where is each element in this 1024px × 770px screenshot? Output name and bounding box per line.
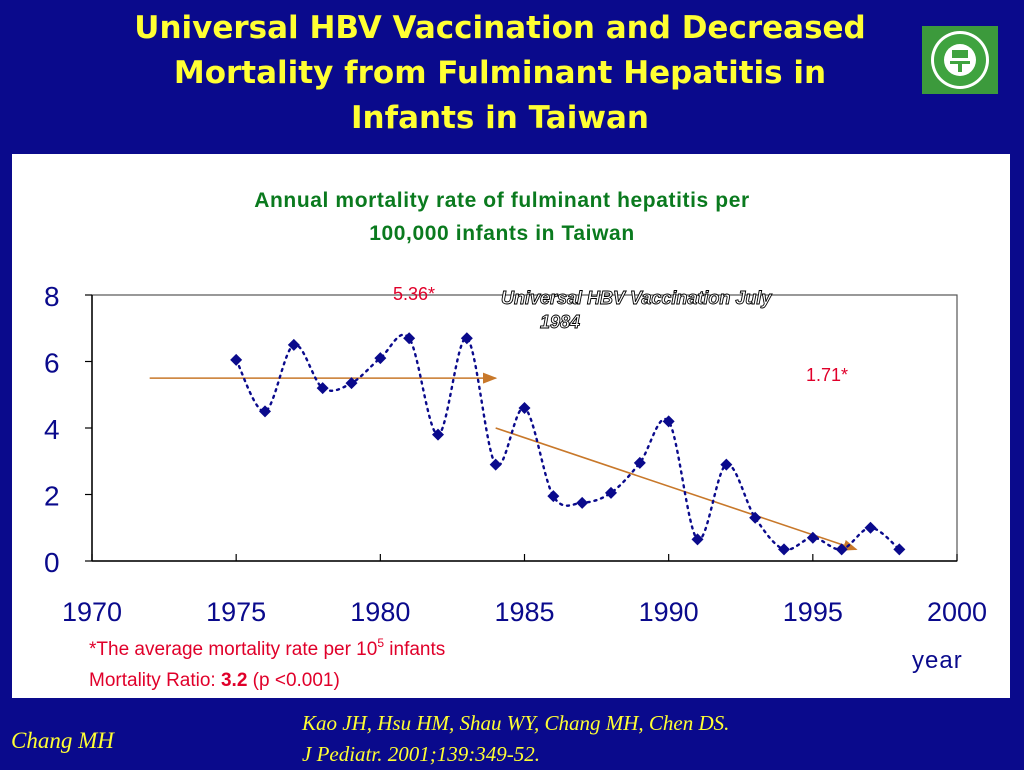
x-tick-label: 1975 bbox=[206, 597, 266, 627]
x-tick-label: 1980 bbox=[350, 597, 410, 627]
x-tick-label: 1985 bbox=[494, 597, 554, 627]
data-point bbox=[316, 382, 329, 395]
data-point bbox=[259, 405, 271, 418]
ratio-p: (p <0.001) bbox=[247, 670, 339, 691]
citation: Kao JH, Hsu HM, Shau WY, Chang MH, Chen … bbox=[302, 708, 729, 770]
ratio-label: Mortality Ratio: bbox=[89, 670, 221, 691]
data-point bbox=[374, 352, 387, 365]
data-point bbox=[287, 338, 300, 351]
chart: Annual mortality rate of fulminant hepat… bbox=[44, 189, 987, 691]
data-point bbox=[403, 332, 416, 345]
footnote-prefix: *The average mortality rate per 10 bbox=[89, 639, 377, 660]
series bbox=[230, 332, 906, 556]
data-point bbox=[806, 531, 819, 544]
y-ticks: 0 2 4 6 8 bbox=[44, 281, 92, 578]
vaccination-label-line-2: 1984 bbox=[540, 312, 580, 332]
data-point bbox=[518, 402, 531, 415]
university-seal-logo bbox=[922, 26, 998, 94]
ratio-value: 3.2 bbox=[221, 670, 247, 691]
y-tick-label: 4 bbox=[44, 414, 60, 445]
vaccination-label-line-1: Universal HBV Vaccination July bbox=[501, 288, 772, 308]
x-tick-label: 1990 bbox=[639, 597, 699, 627]
footnote-suffix: infants bbox=[384, 639, 445, 660]
data-point bbox=[720, 458, 733, 471]
trend-lines bbox=[149, 372, 858, 551]
data-point bbox=[835, 543, 848, 556]
data-point bbox=[547, 490, 560, 503]
title-line-3: Infants in Taiwan bbox=[351, 100, 649, 136]
data-point bbox=[489, 458, 502, 471]
y-tick-label: 0 bbox=[44, 547, 60, 578]
pre-vaccination-mean: 5.36* bbox=[393, 284, 435, 304]
data-point bbox=[778, 543, 790, 556]
data-point bbox=[432, 428, 444, 441]
post-vaccination-mean: 1.71* bbox=[806, 365, 848, 385]
series-line bbox=[234, 333, 901, 552]
x-axis-label: year bbox=[912, 647, 963, 674]
data-point bbox=[893, 543, 906, 556]
data-point bbox=[749, 511, 762, 524]
chart-panel: Annual mortality rate of fulminant hepat… bbox=[12, 154, 1010, 698]
y-tick-label: 2 bbox=[44, 481, 60, 512]
x-ticks: 1970 1975 1980 1985 1990 1995 2000 bbox=[62, 554, 987, 627]
chart-title-line-1: Annual mortality rate of fulminant hepat… bbox=[254, 189, 750, 212]
x-tick-label: 2000 bbox=[927, 597, 987, 627]
chart-title-line-2: 100,000 infants in Taiwan bbox=[369, 222, 635, 245]
footnote-exponent: 5 bbox=[377, 636, 384, 650]
mortality-ratio: Mortality Ratio: 3.2 (p <0.001) bbox=[89, 670, 340, 691]
data-point bbox=[345, 377, 358, 390]
data-point bbox=[605, 486, 617, 499]
footnote-average: *The average mortality rate per 105 infa… bbox=[89, 636, 445, 660]
y-tick-label: 8 bbox=[44, 281, 60, 312]
x-tick-label: 1970 bbox=[62, 597, 122, 627]
slide-title: Universal HBV Vaccination and Decreased … bbox=[60, 6, 940, 141]
title-line-2: Mortality from Fulminant Hepatitis in bbox=[173, 55, 827, 91]
data-point bbox=[460, 332, 473, 345]
trend-line-2 bbox=[495, 427, 858, 551]
x-tick-label: 1995 bbox=[783, 597, 843, 627]
plot-area bbox=[91, 294, 958, 562]
data-point bbox=[662, 415, 675, 428]
data-point bbox=[864, 521, 877, 534]
data-point bbox=[576, 496, 589, 509]
data-point bbox=[691, 533, 704, 546]
data-point bbox=[230, 353, 243, 366]
data-point bbox=[633, 456, 646, 469]
y-tick-label: 6 bbox=[44, 348, 60, 379]
citation-line-2: J Pediatr. 2001;139:349-52. bbox=[302, 742, 540, 766]
title-line-1: Universal HBV Vaccination and Decreased bbox=[134, 10, 866, 46]
presenter-name: Chang MH bbox=[11, 728, 114, 753]
citation-line-1: Kao JH, Hsu HM, Shau WY, Chang MH, Chen … bbox=[302, 711, 730, 735]
